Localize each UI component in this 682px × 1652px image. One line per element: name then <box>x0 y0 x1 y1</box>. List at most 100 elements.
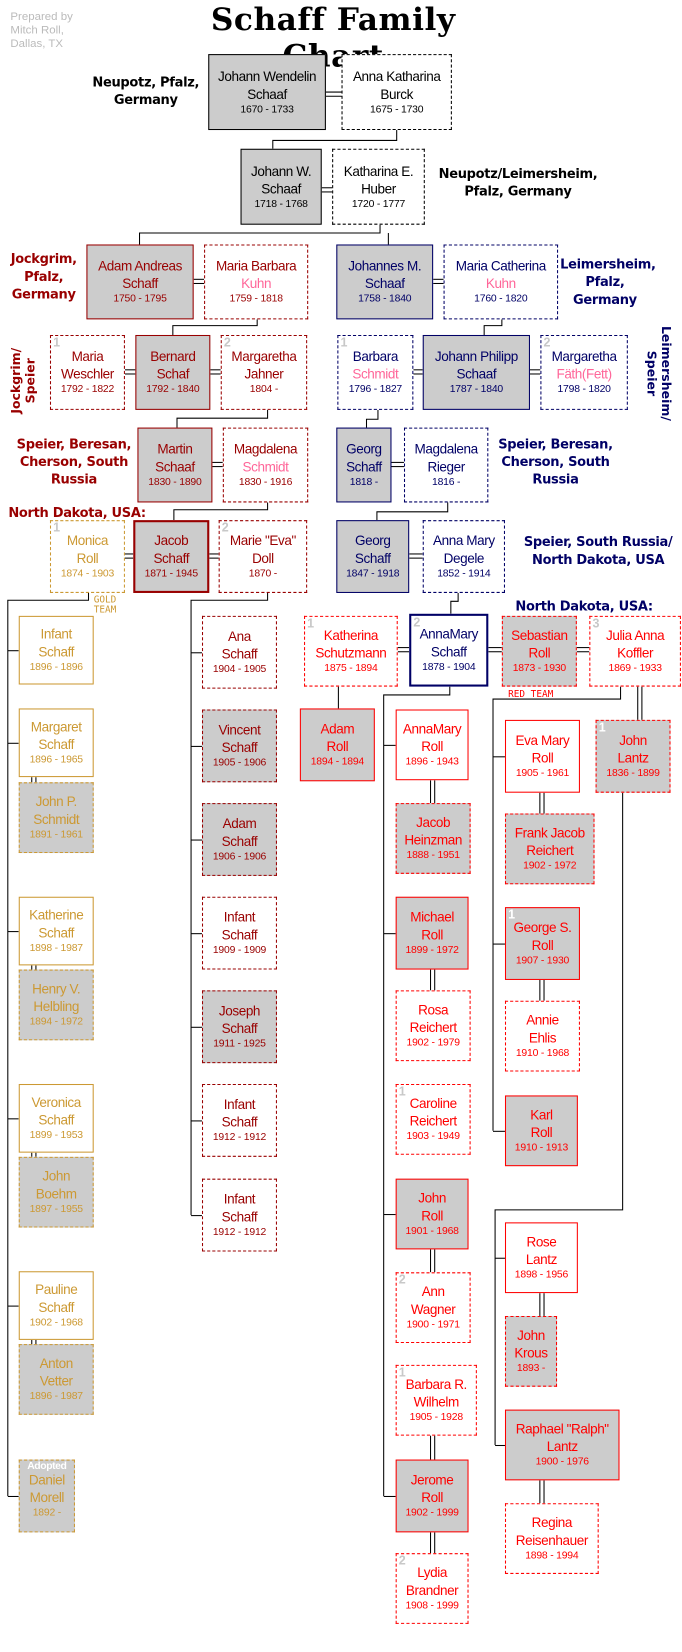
person-box-johannesm[interactable]: Johannes M. Schaaf 1758 - 1840 <box>336 244 434 320</box>
person-box-raphael[interactable]: Raphael "Ralph" Lantz 1900 - 1976 <box>504 1409 620 1481</box>
person-box-regina[interactable]: Regina Reisenhauer 1898 - 1994 <box>504 1503 599 1574</box>
person-box-rose[interactable]: Rose Lantz 1898 - 1956 <box>504 1222 578 1294</box>
marriage-order-badge: 1 <box>398 1083 406 1099</box>
person-dates: 1904 - 1905 <box>212 663 267 676</box>
person-first-name: Rose <box>526 1233 557 1250</box>
person-dates: 1718 - 1768 <box>254 198 308 210</box>
person-box-mrieger[interactable]: Magdalena Rieger 1816 - <box>403 427 489 503</box>
descent-line <box>492 686 622 1131</box>
person-first-name: Bernard <box>150 348 196 365</box>
person-box-frank[interactable]: Frank Jacob Reichert 1902 - 1972 <box>504 813 595 885</box>
person-box-ana[interactable]: Ana Schaff 1904 - 1905 <box>201 615 277 689</box>
person-box-jwschaaf[interactable]: Johann W. Schaaf 1718 - 1768 <box>240 148 322 225</box>
person-box-amschaff[interactable]: 2 AnnaMary Schaff 1878 - 1904 <box>409 613 489 687</box>
person-box-bernard[interactable]: Bernard Schaf 1792 - 1840 <box>135 334 211 410</box>
person-dates: 1852 - 1914 <box>437 568 491 580</box>
person-first-name: Adam Andreas <box>98 257 182 274</box>
person-first-name: John P. <box>35 793 78 810</box>
person-dates: 1836 - 1899 <box>606 767 660 780</box>
person-last-name: Schmidt <box>242 458 289 475</box>
person-box-boehm[interactable]: John Boehm 1897 - 1955 <box>18 1156 94 1228</box>
person-box-katherine[interactable]: Katherine Schaff 1898 - 1987 <box>18 896 94 966</box>
person-box-amdegele[interactable]: Anna Mary Degele 1852 - 1914 <box>422 520 505 593</box>
person-last-name: Morell <box>29 1489 65 1506</box>
person-box-georg2[interactable]: Georg Schaff 1847 - 1918 <box>336 520 410 593</box>
prepared-by-line: Dallas, TX <box>10 37 64 50</box>
person-box-krous[interactable]: John Krous 1893 - <box>504 1315 558 1387</box>
person-box-infant2[interactable]: Infant Schaff 1909 - 1909 <box>201 896 277 970</box>
person-dates: 1898 - 1994 <box>525 1550 579 1562</box>
person-box-jerome[interactable]: Jerome Roll 1902 - 1999 <box>395 1459 469 1533</box>
person-box-veronica[interactable]: Veronica Schaff 1899 - 1953 <box>18 1083 94 1153</box>
person-box-akburck[interactable]: Anna Katharina Burck 1675 - 1730 <box>341 54 452 131</box>
person-box-lantz[interactable]: 1 John Lantz 1836 - 1899 <box>595 719 671 793</box>
person-last-name: Schaff <box>221 1208 258 1225</box>
person-box-annie[interactable]: Annie Ehlis 1910 - 1968 <box>504 1000 580 1072</box>
person-box-vincent[interactable]: Vincent Schaff 1905 - 1906 <box>201 709 277 783</box>
person-first-name: Katherina <box>323 627 379 643</box>
person-box-jphilipp[interactable]: Johann Philipp Schaaf 1787 - 1840 <box>422 334 530 410</box>
person-box-adams[interactable]: Adam Schaff 1906 - 1906 <box>201 803 277 876</box>
person-box-mfaeth[interactable]: 2 Margaretha Fäth(Fett) 1798 - 1820 <box>540 334 628 410</box>
person-box-infant1[interactable]: Infant Schaff 1896 - 1896 <box>18 615 94 685</box>
person-dates: 1675 - 1730 <box>370 103 424 115</box>
person-box-eva[interactable]: Eva Mary Roll 1905 - 1961 <box>504 719 580 793</box>
person-first-name: Rosa <box>418 1001 449 1018</box>
person-box-karl[interactable]: Karl Roll 1910 - 1913 <box>504 1095 578 1167</box>
person-box-infant4[interactable]: Infant Schaff 1912 - 1912 <box>201 1178 277 1252</box>
person-box-kehuber[interactable]: Katharina E. Huber 1720 - 1777 <box>332 148 425 225</box>
person-first-name: Barbara R. <box>405 1376 468 1392</box>
person-box-henry[interactable]: Henry V. Helbling 1894 - 1972 <box>18 969 94 1041</box>
person-last-name: Boehm <box>35 1185 77 1202</box>
person-box-vetter[interactable]: Anton Vetter 1896 - 1987 <box>18 1344 94 1415</box>
person-last-name: Roll <box>421 738 443 755</box>
person-box-jacob[interactable]: Jacob Schaff 1871 - 1945 <box>133 520 210 593</box>
person-box-sebastian[interactable]: Sebastian Roll 1873 - 1930 <box>501 615 577 687</box>
person-last-name: Lantz <box>617 750 649 766</box>
person-box-amroll[interactable]: AnnaMary Roll 1896 - 1943 <box>395 709 469 781</box>
person-dates: 1903 - 1949 <box>406 1130 460 1143</box>
person-box-rosa[interactable]: Rosa Reichert 1902 - 1979 <box>395 990 471 1062</box>
person-first-name: Sebastian <box>511 627 568 643</box>
person-box-michael[interactable]: Michael Roll 1899 - 1972 <box>395 896 469 970</box>
person-box-heinzman[interactable]: Jacob Heinzman 1888 - 1951 <box>395 803 471 874</box>
person-box-wilhelm[interactable]: 1 Barbara R. Wilhelm 1905 - 1928 <box>395 1364 477 1436</box>
person-box-infant3[interactable]: Infant Schaff 1912 - 1912 <box>201 1083 277 1157</box>
person-box-kschutz[interactable]: 1 Katherina Schutzmann 1875 - 1894 <box>304 615 398 687</box>
person-box-johnp[interactable]: John P. Schmidt 1891 - 1961 <box>18 782 94 854</box>
person-first-name: Monica <box>66 532 109 549</box>
person-dates: 1873 - 1930 <box>512 662 567 675</box>
person-box-george[interactable]: 1 George S. Roll 1907 - 1930 <box>504 907 580 980</box>
person-first-name: John <box>418 1190 446 1206</box>
person-box-bschmidt[interactable]: 1 Barbara Schmidt 1796 - 1827 <box>337 334 414 410</box>
person-box-johnroll[interactable]: John Roll 1901 - 1968 <box>395 1178 469 1250</box>
person-last-name: Schmidt <box>33 811 80 828</box>
person-box-mjahner[interactable]: 2 Margaretha Jahner 1804 - <box>220 334 308 410</box>
person-box-morell[interactable]: Adopted Daniel Morell 1892 - <box>18 1459 75 1533</box>
person-box-marieeva[interactable]: 2 Marie "Eva" Doll 1870 - <box>218 520 308 593</box>
place-label-gen6-right: Speier, South Russia/ North Dakota, USA <box>523 533 673 567</box>
person-box-caroline[interactable]: 1 Caroline Reichert 1903 - 1949 <box>395 1083 471 1155</box>
person-box-adamandreas[interactable]: Adam Andreas Schaff 1750 - 1795 <box>86 244 194 320</box>
descent-line <box>383 686 451 1496</box>
person-box-joseph[interactable]: Joseph Schaff 1911 - 1925 <box>201 990 277 1064</box>
marriage-order-badge: 1 <box>307 615 314 631</box>
person-last-name: Schaff <box>221 739 258 756</box>
person-box-georg1[interactable]: Georg Schaff 1818 - <box>336 427 392 503</box>
person-box-adamroll[interactable]: Adam Roll 1894 - 1894 <box>299 708 375 782</box>
place-label-gen5-left: Speier, Beresan, Cherson, South Russia <box>16 435 132 487</box>
person-first-name: Jacob <box>416 814 451 831</box>
person-box-wagner[interactable]: 2 Ann Wagner 1900 - 1971 <box>395 1272 471 1344</box>
person-box-mweschler[interactable]: 1 Maria Weschler 1792 - 1822 <box>49 334 125 410</box>
person-box-jwendelin[interactable]: Johann Wendelin Schaaf 1670 - 1733 <box>208 54 326 131</box>
person-box-mschmidt[interactable]: Magdalena Schmidt 1830 - 1916 <box>222 427 309 503</box>
person-box-brandner[interactable]: 2 Lydia Brandner 1908 - 1999 <box>395 1553 469 1624</box>
person-box-pauline[interactable]: Pauline Schaff 1902 - 1968 <box>18 1271 94 1340</box>
person-box-mckuhn[interactable]: Maria Catherina Kuhn 1760 - 1820 <box>443 244 559 320</box>
descent-line <box>190 592 269 1216</box>
person-box-julia[interactable]: 3 Julia Anna Koffler 1869 - 1933 <box>589 615 681 687</box>
person-box-mbkuhn[interactable]: Maria Barbara Kuhn 1759 - 1818 <box>204 244 309 320</box>
person-box-martin[interactable]: Martin Schaaf 1830 - 1890 <box>137 427 213 503</box>
person-box-margaret[interactable]: Margaret Schaff 1896 - 1965 <box>18 708 94 778</box>
person-box-monica[interactable]: 1 Monica Roll 1874 - 1903 <box>49 520 125 593</box>
